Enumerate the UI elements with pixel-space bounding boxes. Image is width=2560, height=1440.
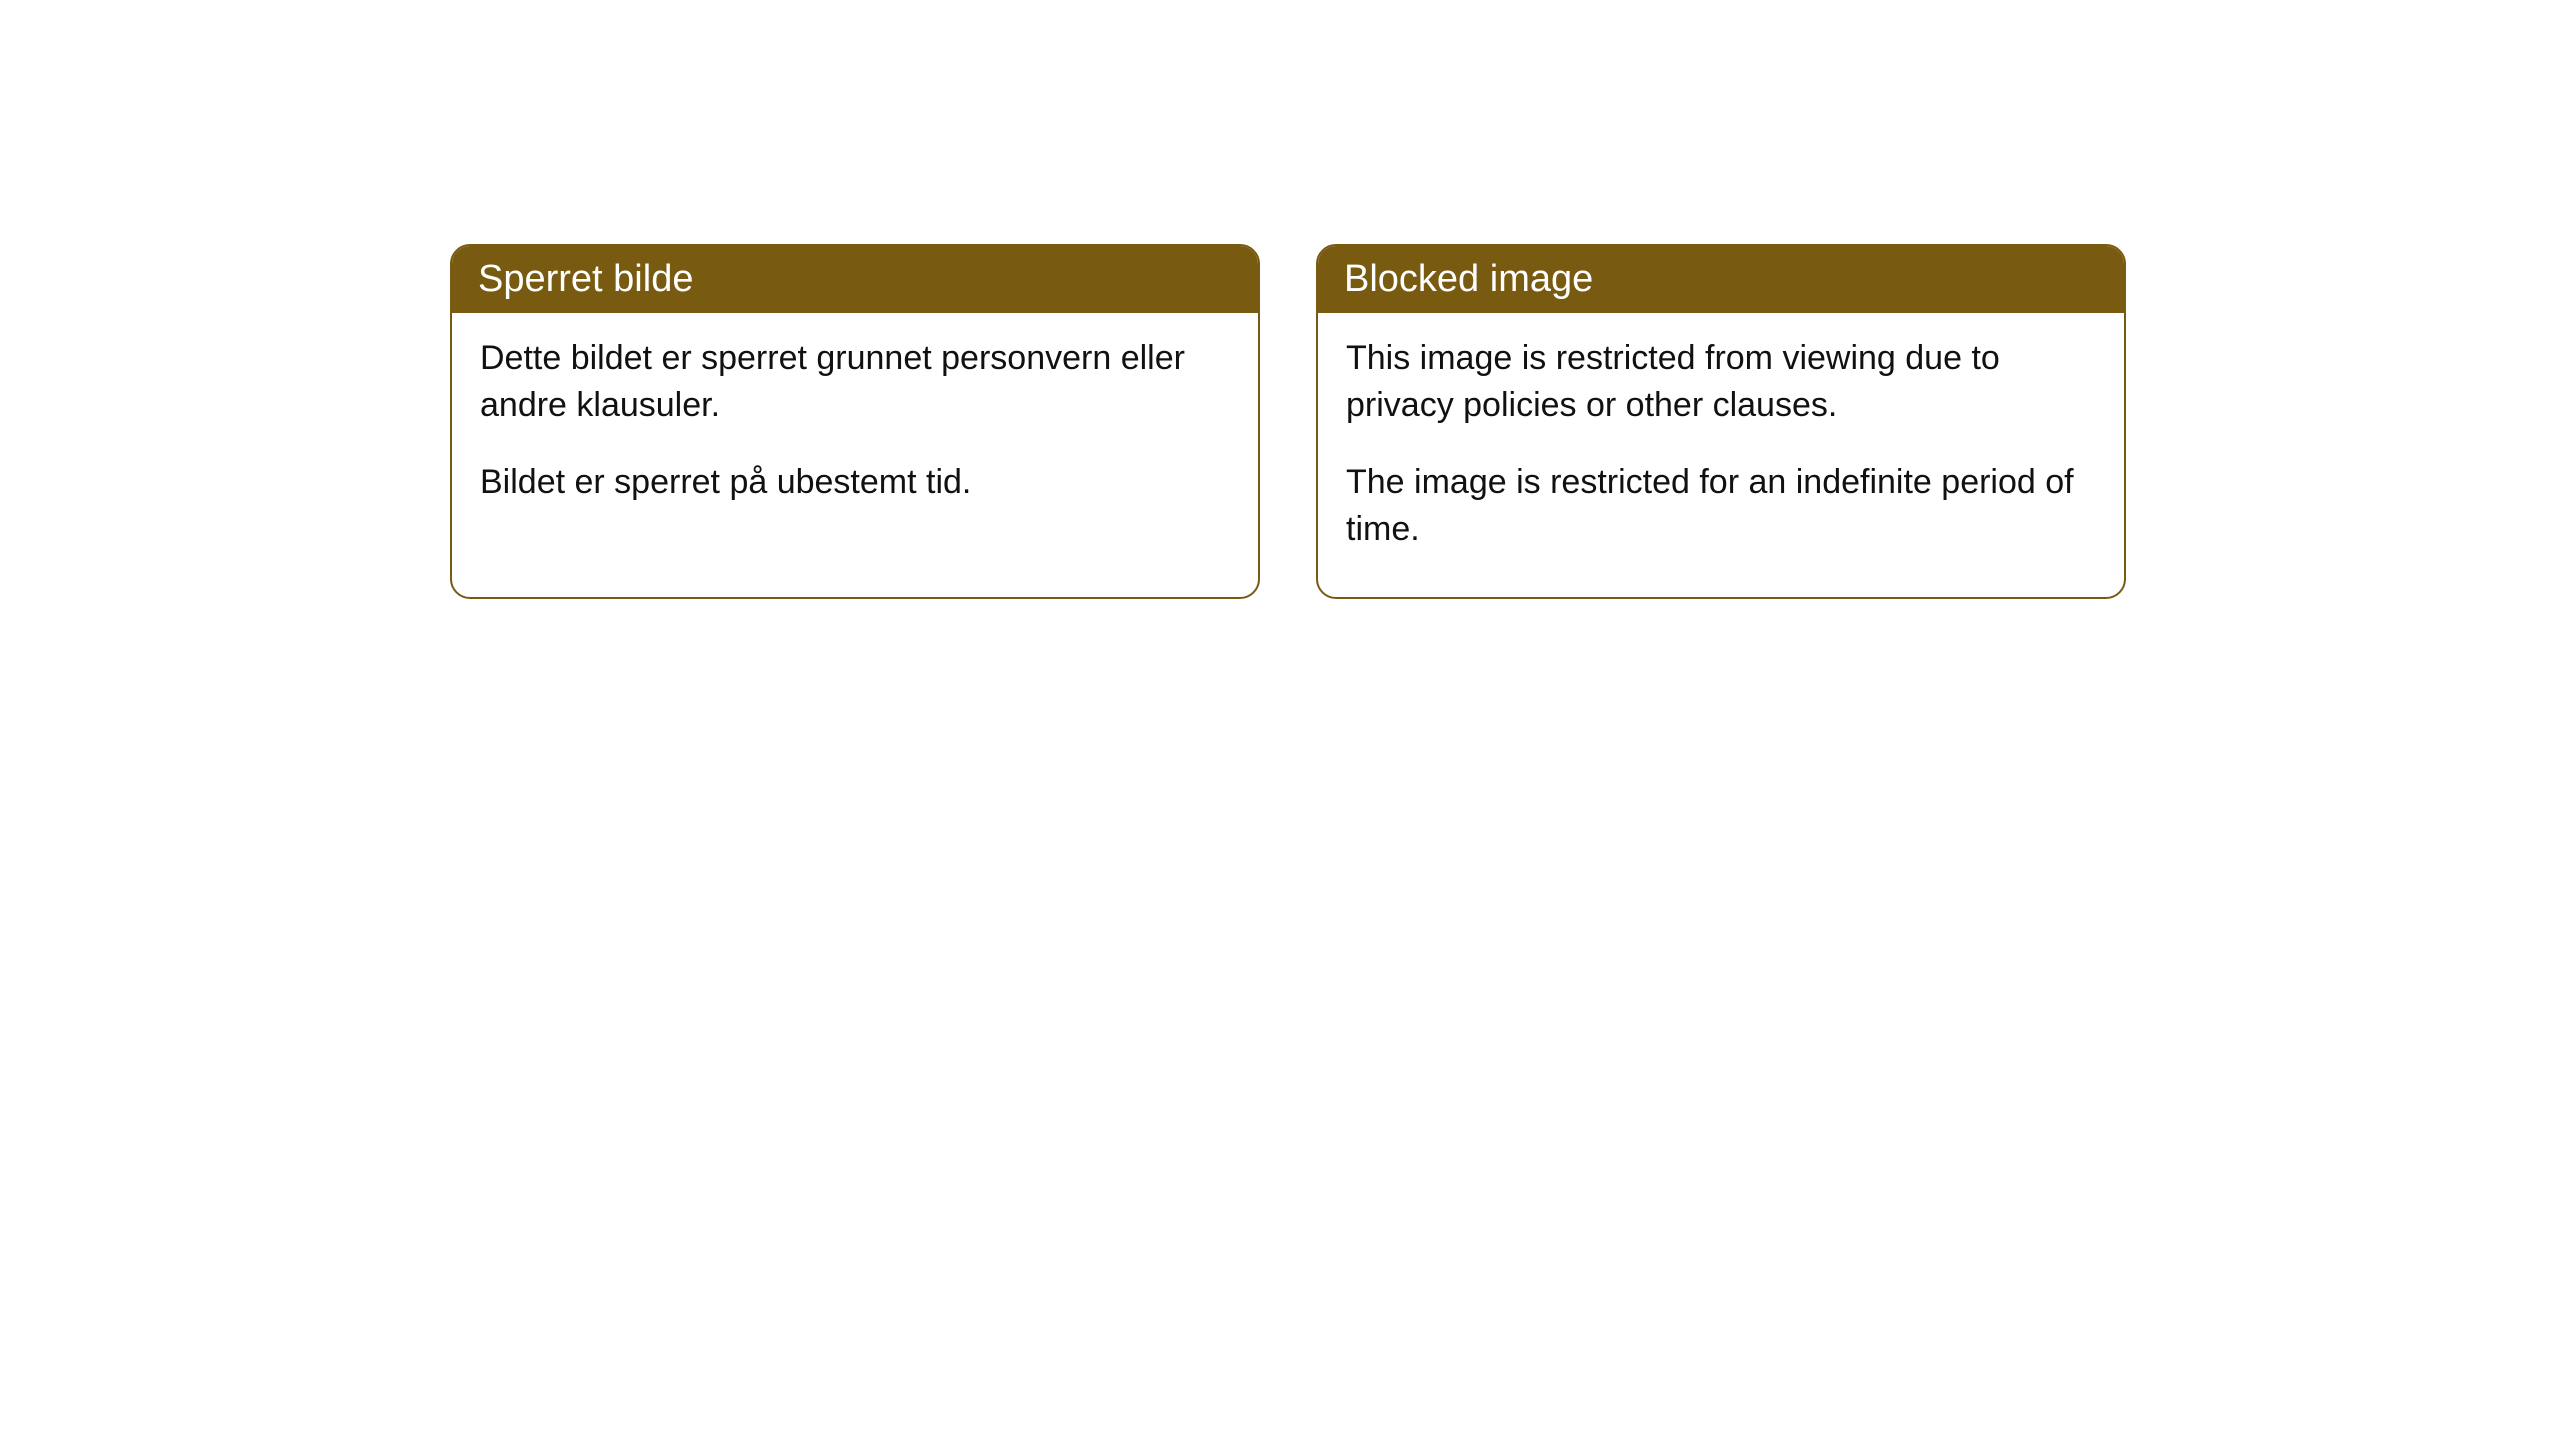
blocked-image-card-norwegian: Sperret bilde Dette bildet er sperret gr…	[450, 244, 1260, 599]
blocked-image-card-english: Blocked image This image is restricted f…	[1316, 244, 2126, 599]
card-paragraph: The image is restricted for an indefinit…	[1346, 459, 2096, 553]
card-header: Sperret bilde	[452, 246, 1258, 313]
card-paragraph: Bildet er sperret på ubestemt tid.	[480, 459, 1230, 506]
card-title: Blocked image	[1344, 258, 1593, 300]
card-body: This image is restricted from viewing du…	[1318, 313, 2124, 597]
notice-container: Sperret bilde Dette bildet er sperret gr…	[450, 244, 2126, 599]
card-paragraph: This image is restricted from viewing du…	[1346, 335, 2096, 429]
card-header: Blocked image	[1318, 246, 2124, 313]
card-title: Sperret bilde	[478, 258, 693, 300]
card-body: Dette bildet er sperret grunnet personve…	[452, 313, 1258, 550]
card-paragraph: Dette bildet er sperret grunnet personve…	[480, 335, 1230, 429]
